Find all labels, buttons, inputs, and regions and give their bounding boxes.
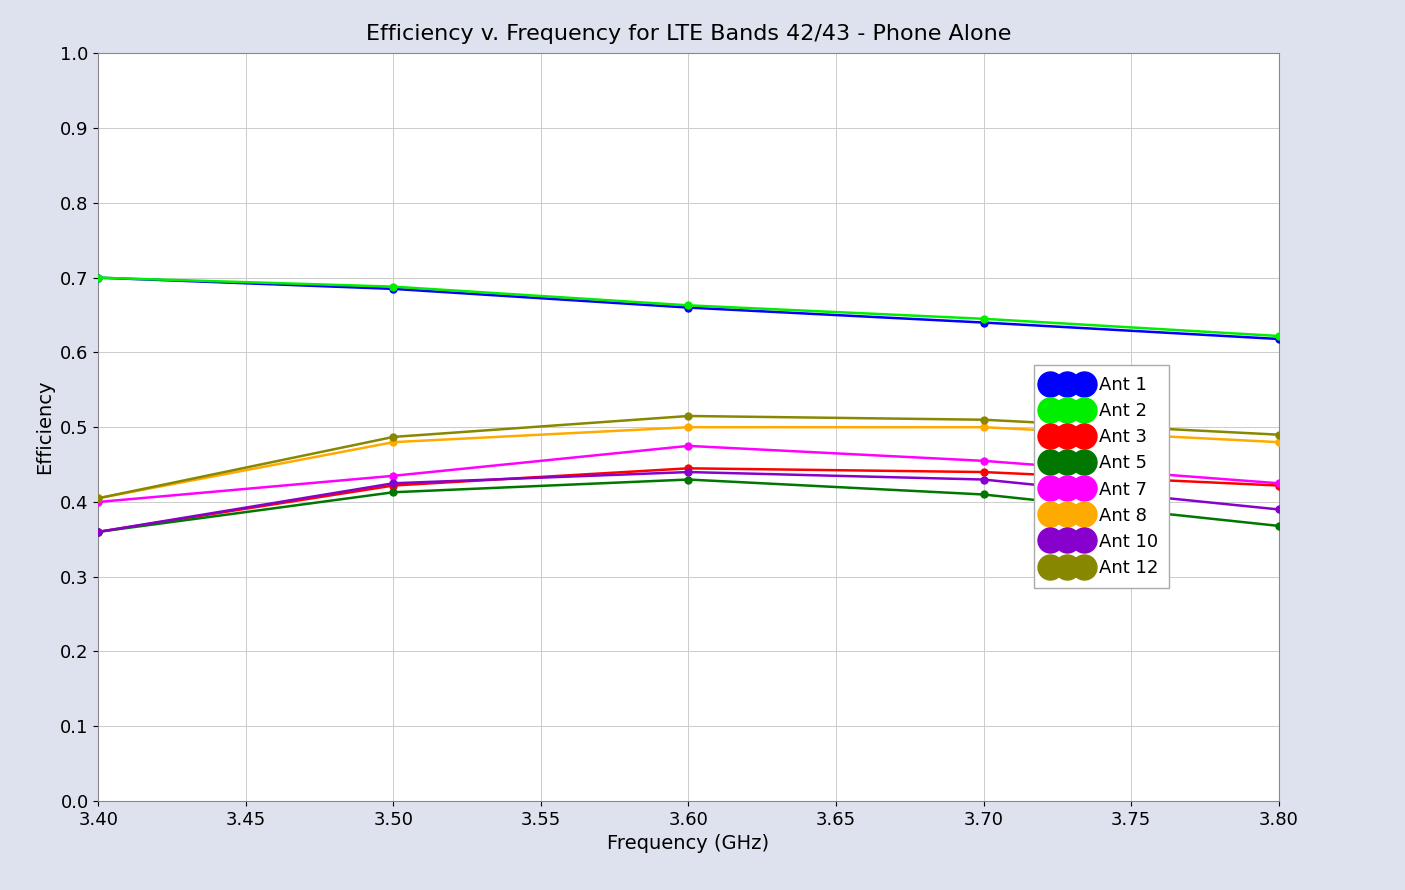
Ant 10 (1270, 504, 1287, 514)
Ant 1 (975, 317, 992, 328)
Ant 12 (90, 493, 107, 504)
Line: Ant 1: Ant 1 (96, 274, 1281, 343)
Ant 1 (1270, 334, 1287, 344)
Ant 1 (680, 303, 697, 313)
Ant 10 (90, 527, 107, 538)
Ant 7 (1270, 478, 1287, 489)
Ant 8 (975, 422, 992, 433)
Line: Ant 2: Ant 2 (96, 274, 1281, 339)
Ant 2 (1270, 331, 1287, 342)
Ant 10 (680, 466, 697, 477)
Line: Ant 3: Ant 3 (96, 465, 1281, 536)
Ant 3 (385, 481, 402, 491)
Line: Ant 8: Ant 8 (96, 424, 1281, 502)
Ant 3 (680, 463, 697, 473)
Ant 5 (680, 474, 697, 485)
Ant 10 (385, 478, 402, 489)
Ant 8 (680, 422, 697, 433)
Y-axis label: Efficiency: Efficiency (35, 380, 55, 474)
Ant 2 (975, 313, 992, 324)
Line: Ant 10: Ant 10 (96, 468, 1281, 536)
Ant 10 (975, 474, 992, 485)
Ant 2 (385, 281, 402, 292)
Title: Efficiency v. Frequency for LTE Bands 42/43 - Phone Alone: Efficiency v. Frequency for LTE Bands 42… (365, 23, 1012, 44)
Ant 8 (90, 493, 107, 504)
Ant 2 (90, 272, 107, 283)
Ant 5 (385, 487, 402, 498)
Ant 7 (385, 471, 402, 481)
Ant 5 (90, 527, 107, 538)
Line: Ant 7: Ant 7 (96, 442, 1281, 506)
Line: Ant 12: Ant 12 (96, 412, 1281, 502)
Ant 7 (975, 456, 992, 466)
Ant 12 (975, 415, 992, 425)
Ant 7 (90, 497, 107, 507)
Ant 8 (1270, 437, 1287, 448)
Ant 1 (385, 284, 402, 295)
Ant 12 (385, 432, 402, 442)
Legend: Ant 1, Ant 2, Ant 3, Ant 5, Ant 7, Ant 8, Ant 10, Ant 12: Ant 1, Ant 2, Ant 3, Ant 5, Ant 7, Ant 8… (1034, 365, 1169, 587)
Ant 12 (680, 410, 697, 421)
Ant 3 (975, 466, 992, 477)
Ant 8 (385, 437, 402, 448)
X-axis label: Frequency (GHz): Frequency (GHz) (607, 834, 770, 854)
Ant 3 (90, 527, 107, 538)
Ant 7 (680, 441, 697, 451)
Ant 1 (90, 272, 107, 283)
Ant 5 (1270, 521, 1287, 531)
Ant 2 (680, 300, 697, 311)
Line: Ant 5: Ant 5 (96, 476, 1281, 536)
Ant 5 (975, 490, 992, 500)
Ant 12 (1270, 429, 1287, 440)
Ant 3 (1270, 481, 1287, 491)
